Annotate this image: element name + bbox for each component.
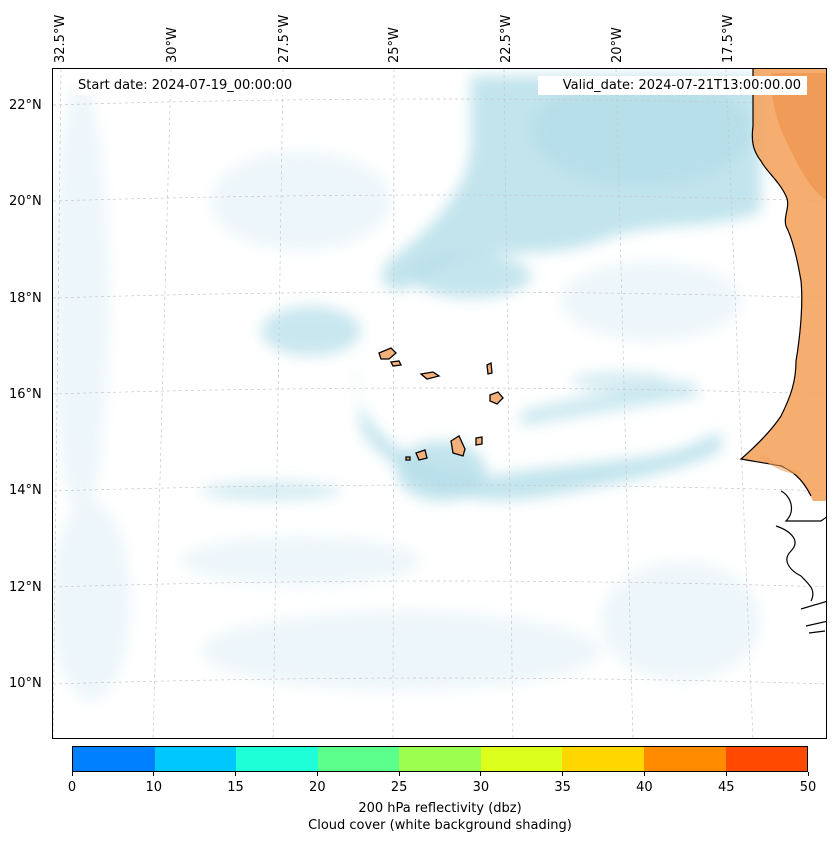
- colorbar-segment: [480, 747, 563, 771]
- island-maio: [475, 436, 483, 446]
- island-fogo: [415, 449, 428, 461]
- lat-label-22n: 22°N: [9, 98, 42, 113]
- colorbar-tick-label: 10: [145, 780, 163, 795]
- colorbar-tick-label: 40: [636, 780, 653, 795]
- colorbar-tick-label: 15: [227, 780, 244, 795]
- lat-label-20n: 20°N: [9, 194, 42, 209]
- island-brava: [405, 456, 411, 461]
- lon-label-25w: 25°W: [387, 27, 402, 63]
- cloud-cover-bands: [201, 76, 761, 501]
- island-boa-vista: [489, 391, 504, 405]
- lon-label-30w: 30°W: [165, 27, 180, 63]
- colorbar-tick: [562, 772, 564, 776]
- colorbar-segment: [643, 747, 726, 771]
- colorbar-tick: [316, 772, 318, 776]
- cloud-cover-faint: [53, 81, 761, 701]
- lat-label-10n: 10°N: [9, 676, 42, 691]
- island-sal: [486, 361, 493, 375]
- lon-label-27-5w: 27.5°W: [277, 14, 292, 63]
- valid-date-label: Valid_date: 2024-07-21T13:00:00.00: [538, 76, 807, 95]
- colorbar-tick: [480, 772, 482, 776]
- colorbar-tick-label: 50: [799, 780, 817, 795]
- graticule: [53, 69, 826, 738]
- map-panel: [52, 68, 827, 739]
- cape-verde-islands: [378, 347, 504, 461]
- lat-label-16n: 16°N: [9, 387, 42, 402]
- lat-label-12n: 12°N: [9, 580, 42, 595]
- colorbar-tick: [71, 772, 73, 776]
- colorbar-tick: [153, 772, 155, 776]
- colorbar-tick: [643, 772, 645, 776]
- colorbar-segment: [317, 747, 400, 771]
- colorbar-tick-label: 45: [717, 780, 735, 795]
- colorbar-segment: [725, 747, 808, 771]
- colorbar-subtitle: Cloud cover (white background shading): [308, 818, 572, 833]
- map-canvas: [53, 69, 826, 738]
- colorbar-tick-label: 25: [390, 780, 408, 795]
- colorbar-segment: [399, 747, 481, 771]
- colorbar-tick: [807, 772, 809, 776]
- lat-label-18n: 18°N: [9, 291, 42, 306]
- colorbar-tick-label: 30: [472, 780, 490, 795]
- colorbar-tick: [398, 772, 400, 776]
- island-santo-antao: [378, 347, 397, 360]
- colorbar-tick-label: 0: [67, 780, 77, 795]
- colorbar-segment: [154, 747, 237, 771]
- africa-landmass: [739, 69, 826, 634]
- colorbar-segment: [562, 747, 644, 771]
- colorbar-tick-label: 20: [309, 780, 326, 795]
- colorbar-segment: [73, 747, 155, 771]
- start-date-label: Start date: 2024-07-19_00:00:00: [72, 76, 299, 95]
- lon-label-20w: 20°W: [610, 27, 625, 63]
- island-santiago: [450, 435, 466, 457]
- colorbar-segment: [236, 747, 318, 771]
- reflectivity-colorbar: [72, 746, 808, 772]
- colorbar-tick-label: 35: [554, 780, 571, 795]
- island-sao-nicolau: [419, 371, 441, 380]
- colorbar-tick: [725, 772, 727, 776]
- lon-label-32-5w: 32.5°W: [53, 14, 68, 63]
- lat-label-14n: 14°N: [9, 483, 42, 498]
- lon-label-17-5w: 17.5°W: [721, 14, 736, 63]
- colorbar-tick: [235, 772, 237, 776]
- colorbar-title: 200 hPa reflectivity (dbz): [358, 801, 522, 816]
- island-sao-vicente: [390, 360, 402, 367]
- lon-label-22-5w: 22.5°W: [499, 14, 514, 63]
